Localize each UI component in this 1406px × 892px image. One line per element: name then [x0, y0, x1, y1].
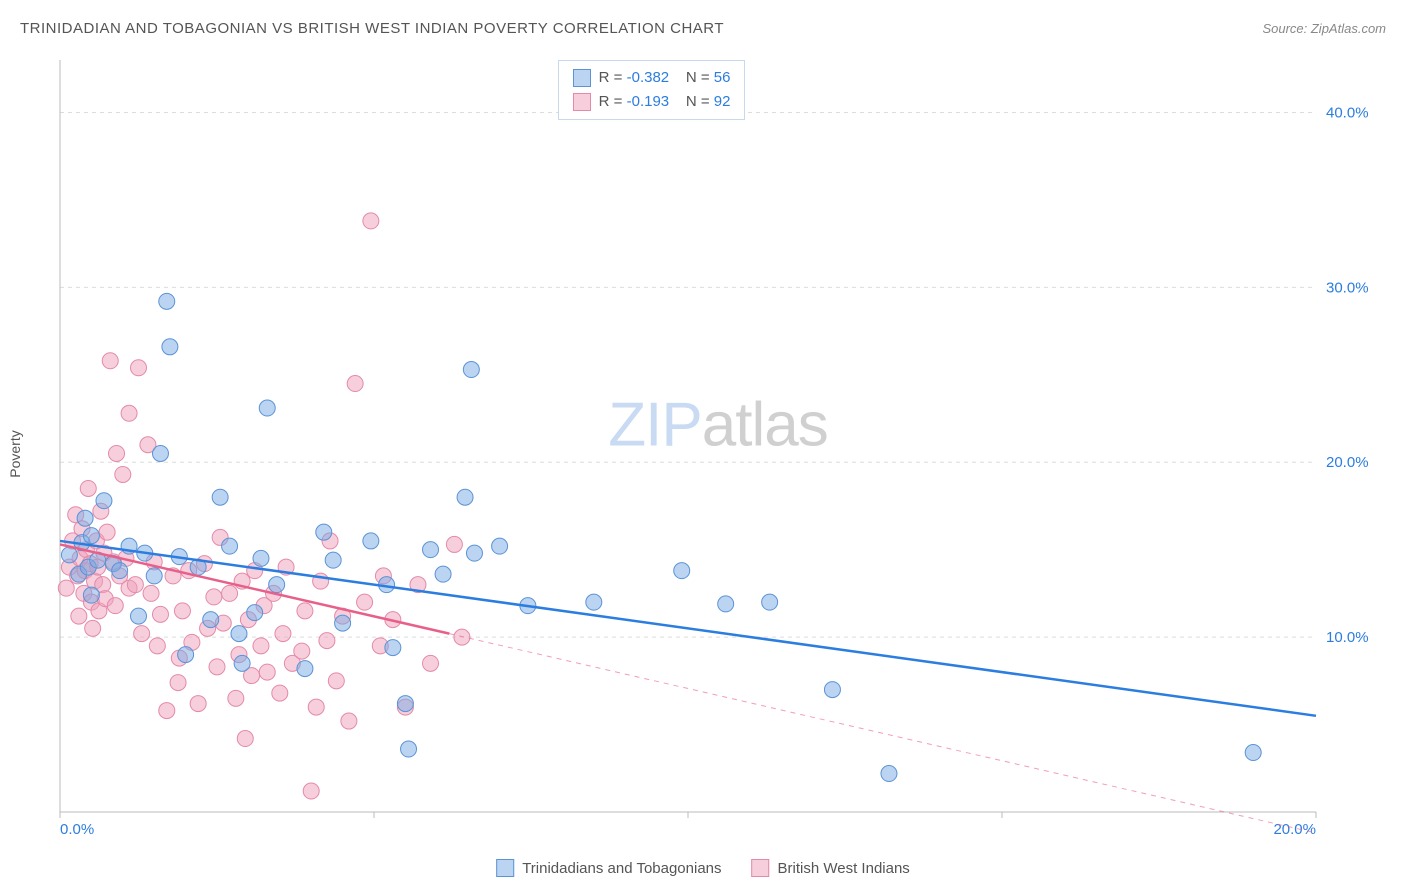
legend-swatch-series1: [496, 859, 514, 877]
svg-text:0.0%: 0.0%: [60, 821, 94, 838]
svg-text:40.0%: 40.0%: [1326, 104, 1369, 121]
svg-text:20.0%: 20.0%: [1326, 454, 1369, 471]
chart-area: 10.0%20.0%30.0%40.0%0.0%20.0% ZIPatlas R…: [50, 55, 1386, 842]
swatch-series1: [573, 69, 591, 87]
svg-text:20.0%: 20.0%: [1273, 821, 1316, 838]
svg-text:10.0%: 10.0%: [1326, 629, 1369, 646]
svg-text:30.0%: 30.0%: [1326, 279, 1369, 296]
legend-item-series1: Trinidadians and Tobagonians: [496, 859, 721, 877]
swatch-series2: [573, 93, 591, 111]
legend-label-series1: Trinidadians and Tobagonians: [522, 860, 721, 877]
chart-svg: 10.0% 20.0% 30.0% 40.0% 0.0% 20.0%: [50, 55, 1386, 842]
chart-title: TRINIDADIAN AND TOBAGONIAN VS BRITISH WE…: [20, 20, 724, 37]
legend-label-series2: British West Indians: [778, 860, 910, 877]
source-label: Source: ZipAtlas.com: [1262, 21, 1386, 36]
legend-item-series2: British West Indians: [752, 859, 910, 877]
stat-row-series1: R = -0.382 N = 56: [573, 66, 731, 90]
legend-swatch-series2: [752, 859, 770, 877]
stat-row-series2: R = -0.193 N = 92: [573, 90, 731, 114]
y-axis-label: Poverty: [7, 430, 23, 477]
stats-box: R = -0.382 N = 56 R = -0.193 N = 92: [558, 60, 746, 120]
bottom-legend: Trinidadians and Tobagonians British Wes…: [496, 859, 910, 877]
